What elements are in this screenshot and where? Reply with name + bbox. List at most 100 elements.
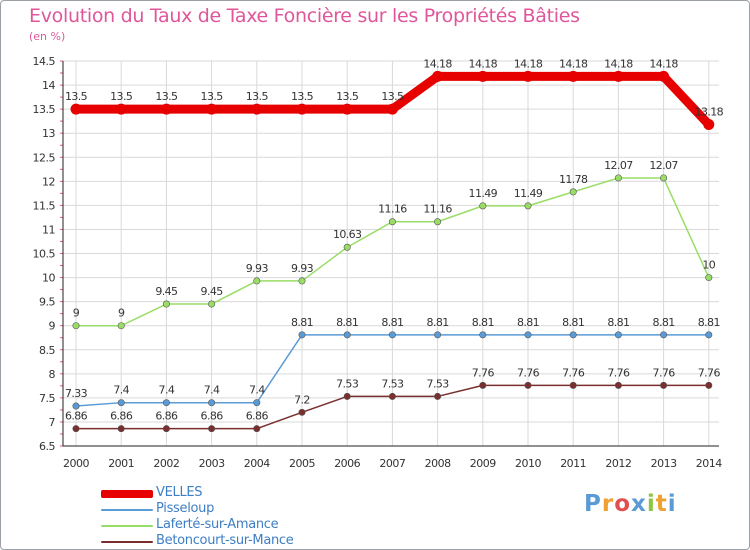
data-point bbox=[477, 70, 489, 82]
unit-label: (en %) bbox=[29, 30, 66, 43]
data-label: 7.4 bbox=[249, 384, 265, 397]
data-label: 14.18 bbox=[559, 57, 588, 70]
data-point bbox=[434, 331, 442, 339]
data-point bbox=[343, 243, 351, 251]
y-tick-label: 13.5 bbox=[33, 103, 56, 116]
data-label: 13.5 bbox=[110, 90, 133, 103]
y-tick-label: 10 bbox=[42, 272, 55, 285]
x-tick-label: 2013 bbox=[651, 457, 677, 470]
data-label: 12.07 bbox=[649, 159, 678, 172]
data-label: 9 bbox=[73, 307, 80, 320]
data-label: 7.53 bbox=[381, 377, 404, 390]
data-label: 6.86 bbox=[246, 410, 269, 423]
legend-swatch bbox=[101, 509, 153, 511]
data-point bbox=[569, 331, 577, 339]
data-label: 7.4 bbox=[159, 384, 175, 397]
data-label: 8.81 bbox=[607, 316, 629, 329]
data-point bbox=[208, 425, 216, 433]
data-label: 11.16 bbox=[423, 203, 452, 216]
data-point bbox=[614, 331, 622, 339]
data-point bbox=[117, 399, 125, 407]
data-label: 7.33 bbox=[65, 387, 88, 400]
data-point bbox=[522, 70, 534, 82]
data-label: 6.86 bbox=[201, 410, 224, 423]
data-point bbox=[705, 331, 713, 339]
data-point bbox=[343, 392, 351, 400]
data-label: 13.5 bbox=[201, 90, 224, 103]
data-label: 9 bbox=[118, 307, 125, 320]
data-label: 14.18 bbox=[423, 57, 452, 70]
data-point bbox=[162, 300, 170, 308]
data-point bbox=[298, 277, 306, 285]
logo-letter: r bbox=[601, 491, 615, 517]
data-label: 8.81 bbox=[653, 316, 675, 329]
x-tick-label: 2010 bbox=[515, 457, 541, 470]
data-label: 14.18 bbox=[514, 57, 543, 70]
logo-letter: o bbox=[614, 491, 632, 517]
y-tick-label: 10.5 bbox=[33, 248, 56, 261]
data-label: 8.81 bbox=[381, 316, 403, 329]
y-tick-label: 7.5 bbox=[39, 392, 55, 405]
data-point bbox=[524, 202, 532, 210]
data-point bbox=[343, 331, 351, 339]
data-label: 9.93 bbox=[291, 262, 314, 275]
data-point bbox=[614, 174, 622, 182]
data-label: 7.76 bbox=[653, 366, 676, 379]
data-label: 7.76 bbox=[472, 366, 495, 379]
data-point bbox=[208, 300, 216, 308]
data-point bbox=[72, 425, 80, 433]
data-point bbox=[569, 188, 577, 196]
y-tick-label: 8 bbox=[49, 368, 56, 381]
y-tick-label: 13 bbox=[42, 127, 55, 140]
data-label: 7.53 bbox=[427, 377, 450, 390]
data-label: 13.5 bbox=[381, 90, 404, 103]
x-tick-label: 2014 bbox=[696, 457, 722, 470]
data-point bbox=[660, 331, 668, 339]
data-point bbox=[253, 425, 261, 433]
data-label: 8.81 bbox=[336, 316, 358, 329]
data-label: 8.81 bbox=[698, 316, 720, 329]
data-point bbox=[479, 331, 487, 339]
data-label: 11.78 bbox=[559, 173, 588, 186]
data-point bbox=[341, 103, 353, 115]
data-point bbox=[296, 103, 308, 115]
data-label: 8.81 bbox=[291, 316, 313, 329]
y-tick-label: 7 bbox=[49, 416, 56, 429]
data-point bbox=[524, 331, 532, 339]
y-tick-label: 6.5 bbox=[39, 440, 55, 453]
data-point bbox=[705, 274, 713, 282]
data-label: 11.16 bbox=[378, 203, 407, 216]
data-label: 7.53 bbox=[336, 377, 359, 390]
data-point bbox=[72, 402, 80, 410]
x-tick-label: 2006 bbox=[334, 457, 360, 470]
data-point bbox=[388, 218, 396, 226]
data-label: 7.4 bbox=[204, 384, 220, 397]
data-label: 6.86 bbox=[65, 410, 88, 423]
data-label: 13.5 bbox=[246, 90, 269, 103]
data-label: 7.2 bbox=[294, 393, 310, 406]
data-label: 14.18 bbox=[469, 57, 498, 70]
data-point bbox=[70, 103, 82, 115]
y-tick-label: 9 bbox=[49, 320, 56, 333]
data-label: 13.18 bbox=[695, 106, 724, 119]
data-point bbox=[432, 70, 444, 82]
data-point bbox=[612, 70, 624, 82]
data-label: 9.93 bbox=[246, 262, 269, 275]
data-label: 13.5 bbox=[291, 90, 314, 103]
logo-letter: i bbox=[646, 491, 656, 517]
data-label: 8.81 bbox=[472, 316, 494, 329]
data-label: 8.81 bbox=[562, 316, 584, 329]
data-label: 7.76 bbox=[517, 366, 540, 379]
data-point bbox=[253, 399, 261, 407]
data-point bbox=[72, 322, 80, 330]
x-tick-label: 2002 bbox=[153, 457, 179, 470]
y-tick-label: 9.5 bbox=[39, 296, 55, 309]
data-point bbox=[162, 425, 170, 433]
x-tick-label: 2004 bbox=[244, 457, 270, 470]
legend-swatch bbox=[101, 525, 153, 527]
data-point bbox=[660, 381, 668, 389]
data-point bbox=[567, 70, 579, 82]
data-label: 11.49 bbox=[514, 187, 543, 200]
logo-letter: i bbox=[667, 491, 677, 517]
y-tick-label: 11.5 bbox=[33, 199, 56, 212]
